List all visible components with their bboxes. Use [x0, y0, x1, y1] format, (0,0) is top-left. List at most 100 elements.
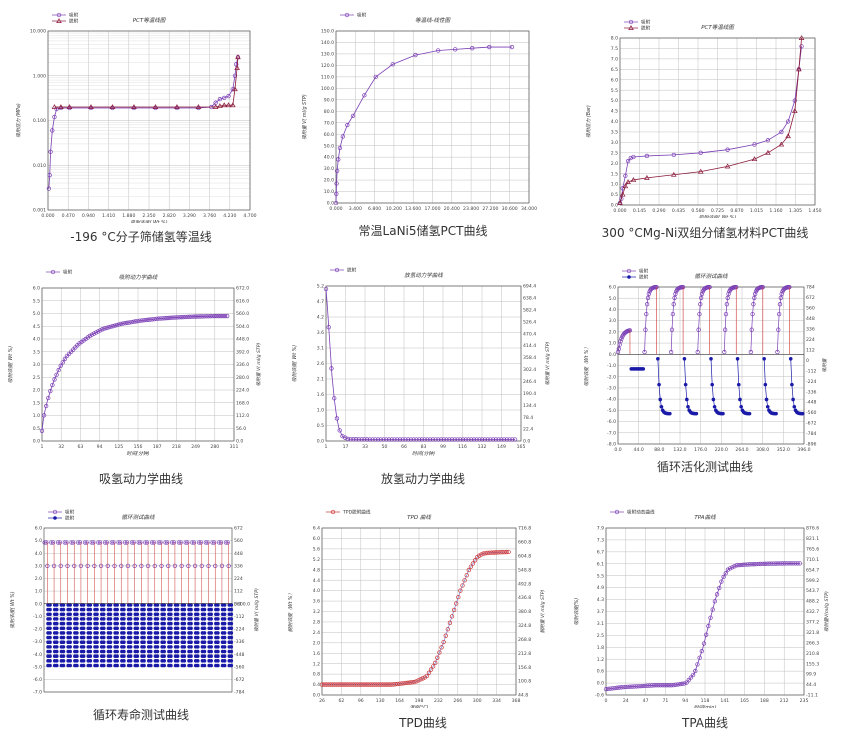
data-point	[397, 437, 403, 442]
x-tick-label: 66	[401, 444, 407, 450]
data-point	[229, 649, 234, 654]
x-tick-label: 3600.0	[234, 601, 250, 607]
data-point	[216, 645, 220, 649]
data-point	[453, 47, 458, 52]
data-point	[108, 631, 113, 635]
data-point	[666, 683, 672, 688]
y-tick-label: 4.5	[611, 109, 618, 115]
x-axis-label: 时间(分钟)	[412, 450, 435, 457]
x-tick-label: 368	[512, 698, 521, 704]
y-axis-label: 吸附压力 (Bar)	[585, 105, 592, 138]
y-tick-label: 0.001	[33, 208, 46, 214]
y-tick-label: 0.0	[33, 439, 40, 445]
data-point	[214, 313, 219, 319]
data-point	[752, 291, 758, 297]
data-point	[122, 607, 126, 612]
data-point	[81, 612, 86, 617]
data-point	[355, 682, 360, 687]
y-tick-label: -5.0	[33, 664, 42, 670]
y-tick-label: 6.5	[611, 67, 618, 73]
data-point	[389, 682, 394, 687]
data-point	[392, 437, 397, 442]
data-point	[471, 437, 477, 442]
data-point	[332, 396, 337, 401]
data-point	[115, 607, 119, 612]
data-point	[722, 327, 728, 332]
data-point	[169, 612, 173, 617]
x-tick-label: 165	[740, 698, 749, 704]
chart-cell-3: PCT等温线图 0.000 0.145 0.290 0.435 0.580 0.725 0.8…	[564, 8, 846, 246]
data-point	[75, 617, 79, 621]
data-point	[54, 603, 59, 607]
data-point	[778, 561, 783, 566]
data-point	[699, 291, 705, 297]
data-point	[97, 540, 103, 545]
x-tick-label: 334	[492, 698, 501, 704]
chart-caption: 吸氢动力学曲线	[98, 472, 183, 486]
data-point	[133, 319, 138, 324]
x-tick-label: 1.410	[102, 213, 115, 219]
y2-tick-label: 616.0	[236, 298, 249, 304]
data-point	[77, 540, 83, 545]
data-point	[148, 663, 153, 668]
data-point	[365, 682, 371, 687]
y-tick-label: 1.8	[597, 645, 604, 651]
x-tick-label: 23.800	[463, 206, 479, 212]
data-point	[630, 177, 637, 182]
x-tick-label: 44.0	[634, 447, 644, 452]
plot-frame	[617, 286, 805, 445]
y2-tick-label: 336.0	[236, 362, 249, 368]
y-tick-label: 5.5	[597, 573, 604, 579]
data-point	[182, 645, 187, 649]
data-point	[721, 574, 726, 580]
data-point	[96, 329, 101, 334]
data-point	[148, 635, 153, 640]
data-point	[791, 397, 795, 402]
x-tick-label: 3.760	[203, 213, 216, 219]
data-point	[447, 437, 452, 442]
data-point	[195, 626, 200, 631]
data-point	[95, 626, 99, 631]
x-tick-label: 26	[319, 698, 325, 704]
y2-tick-label: 560	[234, 538, 243, 544]
data-point	[792, 404, 797, 409]
data-point	[88, 654, 93, 658]
data-point	[206, 314, 211, 319]
data-point	[68, 640, 72, 645]
data-point	[671, 152, 676, 158]
y2-tick-label: 672.0	[236, 286, 249, 292]
data-point	[168, 315, 174, 320]
data-point	[189, 631, 193, 635]
data-point	[129, 319, 134, 325]
data-point	[195, 607, 200, 612]
data-point	[671, 683, 676, 688]
data-point	[128, 663, 133, 668]
data-point	[81, 603, 86, 607]
legend-marker	[56, 12, 62, 18]
data-point	[108, 649, 113, 654]
data-point	[373, 74, 378, 80]
data-point	[91, 540, 96, 545]
data-point	[688, 675, 694, 680]
data-point	[229, 621, 234, 626]
data-point	[50, 540, 56, 545]
data-point	[441, 639, 446, 645]
data-point	[129, 540, 135, 545]
data-point	[108, 621, 113, 626]
data-point	[209, 645, 213, 649]
data-point	[449, 437, 455, 442]
data-point	[89, 540, 94, 545]
data-point	[444, 437, 449, 442]
data-point	[701, 641, 707, 646]
data-point	[334, 191, 339, 196]
data-point	[106, 325, 111, 330]
data-point	[54, 626, 59, 631]
data-point	[131, 319, 136, 324]
data-point	[502, 549, 507, 555]
data-point	[156, 540, 161, 545]
data-point	[81, 626, 86, 631]
data-point	[189, 617, 193, 621]
data-point	[378, 682, 383, 687]
data-point	[646, 291, 651, 297]
